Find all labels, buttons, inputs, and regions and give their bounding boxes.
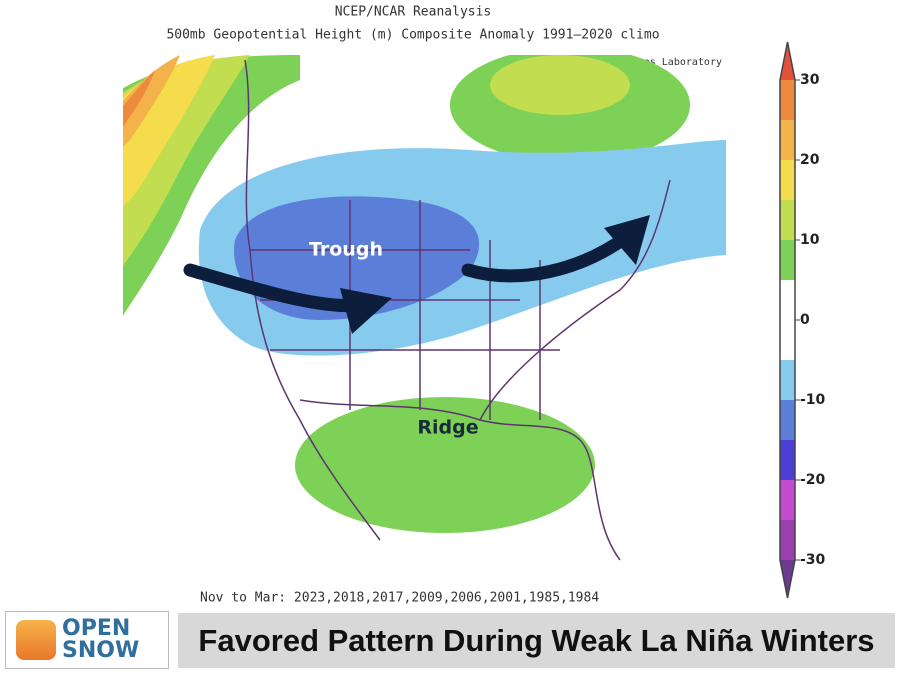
colorbar-band: [780, 120, 795, 160]
ridge-label: Ridge: [417, 417, 478, 439]
colorbar-band: [780, 240, 795, 280]
colorbar-band: [780, 320, 795, 360]
colorbar-band: [780, 80, 795, 120]
colorbar-band: [780, 520, 795, 560]
anomaly-blue: [234, 196, 480, 320]
footer-years: Nov to Mar: 2023,2018,2017,2009,2006,200…: [200, 591, 599, 606]
colorbar-tick-label: -30: [800, 552, 826, 568]
jet-arrow-east-head: [604, 215, 650, 265]
colorbar-band: [780, 360, 795, 400]
title: NCEP/NCAR Reanalysis: [335, 5, 492, 20]
colorbar: 30 20 10 0 -10 -20 -30: [779, 41, 826, 599]
colorbar-tick-label: 20: [800, 152, 820, 168]
anomaly-yellow-north: [490, 55, 630, 115]
jet-arrow-west-head: [340, 288, 392, 334]
colorbar-band: [780, 400, 795, 440]
colorbar-band: [780, 480, 795, 520]
jet-arrow-east: [461, 231, 632, 283]
anomaly-dark-orange: [123, 70, 155, 127]
logo-icon: [16, 620, 56, 660]
colorbar-band: [780, 200, 795, 240]
colorbar-band: [780, 440, 795, 480]
logo-line: OPEN: [62, 616, 131, 641]
map-area: Trough Ridge Nov to Mar: 2023,2018,2017,…: [123, 55, 726, 606]
colorbar-over: [780, 42, 795, 80]
logo: OPEN SNOW: [5, 611, 169, 669]
banner: Favored Pattern During Weak La Niña Wint…: [178, 613, 895, 668]
colorbar-tick-label: 30: [800, 72, 820, 88]
logo-line: SNOW: [62, 638, 140, 663]
colorbar-under: [780, 560, 795, 598]
subtitle: 500mb Geopotential Height (m) Composite …: [166, 28, 659, 43]
colorbar-tick-label: 0: [800, 312, 810, 328]
anomaly-orange: [123, 55, 180, 147]
logo-text: OPEN SNOW: [62, 618, 139, 662]
colorbar-tick-label: -20: [800, 472, 826, 488]
colorbar-band: [780, 160, 795, 200]
colorbar-band: [780, 280, 795, 320]
anomaly-green-south: [295, 397, 595, 533]
colorbar-tick-label: 10: [800, 232, 820, 248]
trough-label: Trough: [309, 239, 383, 261]
colorbar-tick-label: -10: [800, 392, 826, 408]
map-figure: NCEP/NCAR Reanalysis 500mb Geopotential …: [123, 5, 826, 606]
